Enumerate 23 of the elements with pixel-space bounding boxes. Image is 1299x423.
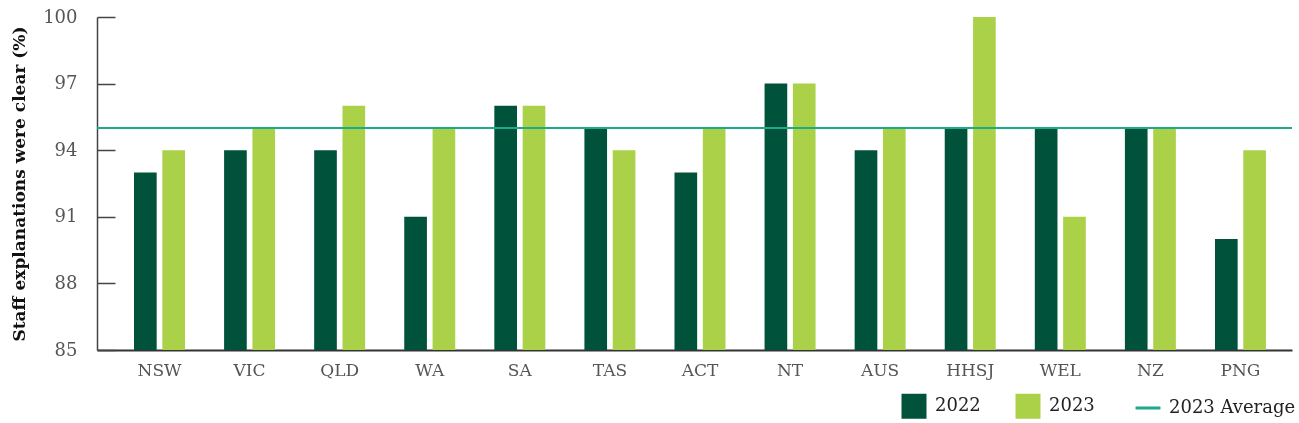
x-tick-label: AUS xyxy=(860,359,900,380)
y-axis-title: Staff explanations were clear (%) xyxy=(9,26,30,342)
x-tick-label: NZ xyxy=(1137,359,1164,380)
x-tick-label: SA xyxy=(507,359,533,380)
x-tick-label: QLD xyxy=(320,359,360,380)
x-tick-label: WA xyxy=(415,359,445,380)
y-tick-label: 91 xyxy=(54,205,78,227)
legend-label: 2023 Average xyxy=(1169,396,1296,417)
x-tick-label: HHSJ xyxy=(946,359,995,380)
x-tick-label: PNG xyxy=(1220,359,1261,380)
y-tick-label: 97 xyxy=(54,72,78,94)
legend-label: 2022 xyxy=(935,394,981,416)
x-tick-label: VIC xyxy=(232,359,266,380)
x-tick-label: TAS xyxy=(592,359,628,380)
x-tick-label: WEL xyxy=(1039,359,1081,380)
y-tick-label: 100 xyxy=(43,5,78,27)
legend-label: 2023 xyxy=(1049,394,1095,416)
x-tick-label: NT xyxy=(776,359,804,380)
y-tick-label: 94 xyxy=(54,138,78,160)
y-tick-label: 88 xyxy=(54,271,78,293)
x-tick-label: NSW xyxy=(137,359,183,380)
y-tick-label: 85 xyxy=(54,338,78,360)
x-tick-label: ACT xyxy=(680,359,719,380)
